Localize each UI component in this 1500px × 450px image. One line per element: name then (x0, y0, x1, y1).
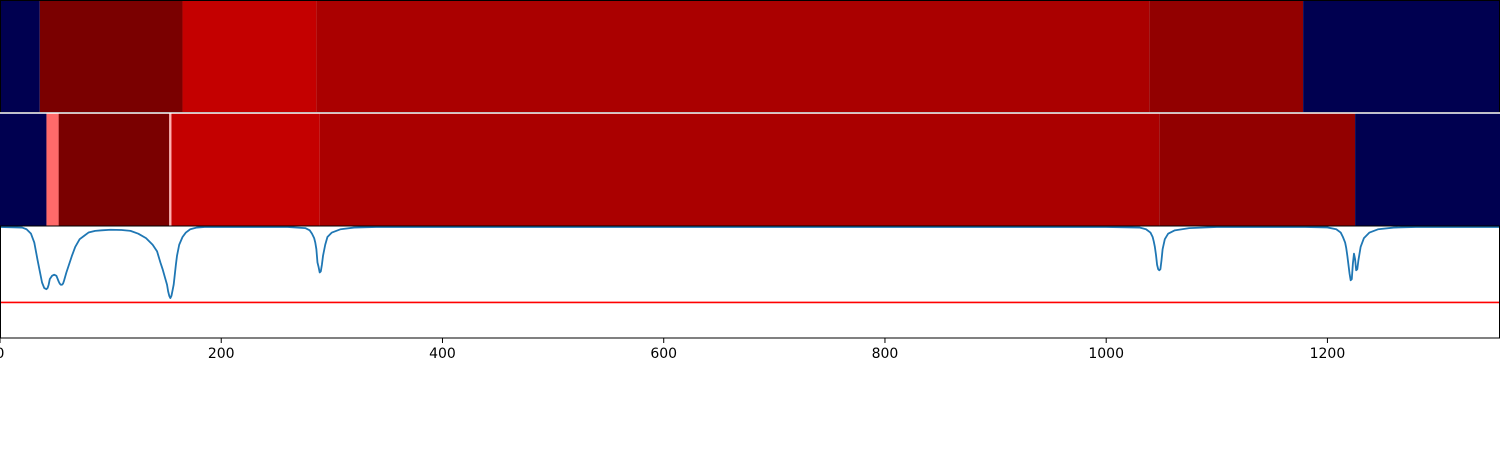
top-segment-background (0, 0, 40, 113)
x-axis: 0 200 400 600 800 1000 1200 (0, 338, 1345, 362)
middle-segment-main (319, 113, 1160, 226)
middle-segment-background (1355, 113, 1500, 226)
top-segment-bright (182, 0, 317, 113)
middle-segment-mid (1159, 113, 1356, 226)
x-tick-label: 1200 (1310, 346, 1346, 362)
middle-segmentation-panel (0, 113, 1500, 226)
signal-panel-frame (0, 225, 1500, 339)
signal-line (0, 226, 1500, 299)
middle-segment-highlight (46, 113, 59, 226)
x-tick-label: 400 (429, 346, 456, 362)
signal-panel (0, 226, 1500, 304)
middle-segment-background (0, 113, 47, 226)
top-segmentation-panel (0, 0, 1500, 113)
middle-segment-bright (171, 113, 320, 226)
middle-segment-dark (58, 113, 170, 226)
top-segment-dark (39, 0, 183, 113)
x-tick-label: 1000 (1088, 346, 1124, 362)
middle-segment-thin (169, 113, 172, 226)
x-tick-label: 800 (872, 346, 899, 362)
x-tick-label: 600 (650, 346, 677, 362)
top-segment-mid (1149, 0, 1304, 113)
top-segment-main (316, 0, 1150, 113)
x-tick-label: 0 (0, 346, 4, 362)
top-segment-background (1303, 0, 1500, 113)
x-tick-label: 200 (208, 346, 235, 362)
panel-frames (0, 0, 1500, 339)
